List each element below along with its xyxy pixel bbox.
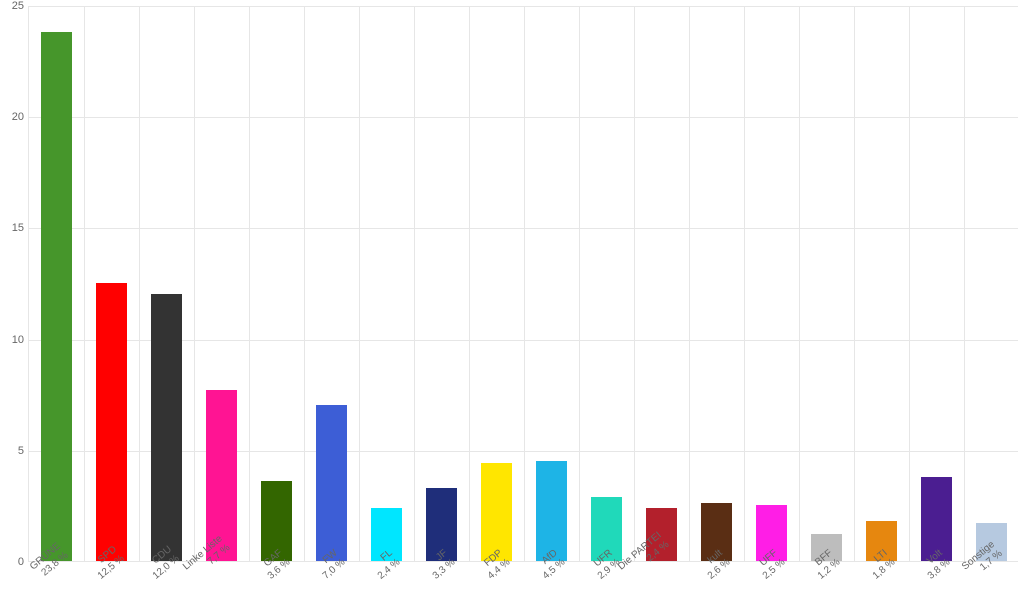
gridline-v <box>634 6 635 561</box>
gridline-v <box>139 6 140 561</box>
gridline-v <box>469 6 470 561</box>
y-tick-label: 5 <box>0 445 24 457</box>
gridline-v <box>799 6 800 561</box>
gridline-v <box>689 6 690 561</box>
gridline-v <box>854 6 855 561</box>
y-tick-label: 0 <box>0 556 24 568</box>
plot-area <box>28 6 1018 562</box>
bar <box>536 461 568 561</box>
bar <box>151 294 183 561</box>
gridline-v <box>579 6 580 561</box>
gridline-v <box>359 6 360 561</box>
bar <box>481 463 513 561</box>
y-tick-label: 20 <box>0 111 24 123</box>
bar <box>96 283 128 561</box>
y-tick-label: 10 <box>0 334 24 346</box>
gridline-v <box>84 6 85 561</box>
bar <box>41 32 73 561</box>
gridline-v <box>194 6 195 561</box>
gridline-v <box>414 6 415 561</box>
gridline-v <box>909 6 910 561</box>
gridline-v <box>524 6 525 561</box>
y-tick-label: 25 <box>0 0 24 12</box>
bar <box>206 390 238 561</box>
gridline-v <box>964 6 965 561</box>
bar <box>316 405 348 561</box>
gridline-v <box>304 6 305 561</box>
gridline-v <box>744 6 745 561</box>
chart-wrap: 0510152025GRÜNE23,8 %SPD12,5 %CDU12,0 %L… <box>0 0 1024 616</box>
y-tick-label: 15 <box>0 222 24 234</box>
gridline-v <box>249 6 250 561</box>
